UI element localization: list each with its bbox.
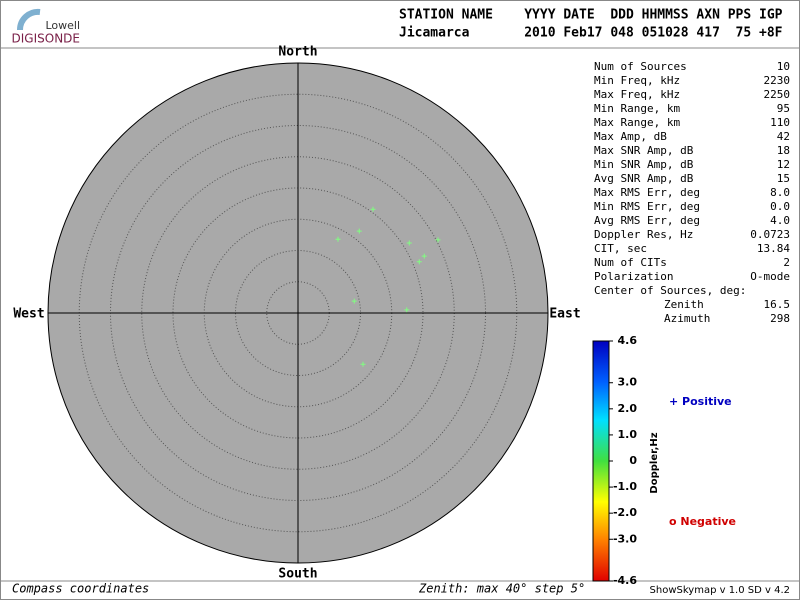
colorbar-tick-label: -4.6 — [613, 574, 637, 587]
stat-value: 0.0 — [770, 200, 790, 213]
stat-label: Max Range, km — [594, 116, 680, 129]
stat-value: 10 — [777, 60, 790, 73]
source-point — [421, 253, 427, 259]
stat-value: 2 — [783, 256, 790, 269]
colorbar-tick-label: 2.0 — [618, 402, 638, 415]
stat-value: 4.0 — [770, 214, 790, 227]
stat-label: Zenith — [664, 298, 704, 311]
source-point — [404, 307, 410, 313]
header-line: Jicamarca 2010 Feb17 048 051028 417 75 +… — [399, 26, 783, 41]
stat-label: CIT, sec — [594, 242, 647, 255]
stat-value: 0.0723 — [750, 228, 790, 241]
footer-right: ShowSkymap v 1.0 SD v 4.2 — [650, 585, 790, 596]
stat-value: 12 — [777, 158, 790, 171]
stat-label: Min RMS Err, deg — [594, 200, 700, 213]
stat-label: Avg RMS Err, deg — [594, 214, 700, 227]
logo-top: Lowell — [45, 19, 80, 32]
logo-swoosh — [16, 8, 41, 31]
source-point — [351, 298, 357, 304]
colorbar-tick-label: 4.6 — [618, 334, 638, 347]
stat-label: Max SNR Amp, dB — [594, 144, 694, 157]
source-point — [416, 259, 422, 265]
header-line: STATION NAME YYYY DATE DDD HHMMSS AXN PP… — [399, 8, 783, 23]
stat-value: 298 — [770, 312, 790, 325]
stat-label: Max Amp, dB — [594, 130, 667, 143]
south-label: South — [278, 567, 317, 582]
positive-legend: + Positive — [669, 395, 732, 408]
source-point — [435, 237, 441, 243]
stat-label: Max Freq, kHz — [594, 88, 680, 101]
source-point — [370, 206, 376, 212]
colorbar-tick-label: -3.0 — [613, 532, 637, 545]
stat-value: 42 — [777, 130, 790, 143]
stat-label: Center of Sources, deg: — [594, 284, 746, 297]
stat-label: Max RMS Err, deg — [594, 186, 700, 199]
stat-label: Min Freq, kHz — [594, 74, 680, 87]
negative-legend: o Negative — [669, 515, 736, 528]
source-point — [360, 361, 366, 367]
stat-value: 110 — [770, 116, 790, 129]
footer-left: Compass coordinates — [12, 582, 149, 596]
colorbar-tick-label: -1.0 — [613, 480, 637, 493]
stat-value: 13.84 — [757, 242, 790, 255]
source-point — [406, 240, 412, 246]
logo-bottom: DIGISONDE — [12, 32, 80, 46]
stat-label: Azimuth — [664, 312, 710, 325]
colorbar-tick-label: -2.0 — [613, 506, 637, 519]
stat-label: Polarization — [594, 270, 673, 283]
north-label: North — [278, 45, 317, 60]
source-point — [335, 236, 341, 242]
stat-value: 18 — [777, 144, 790, 157]
stat-value: 2230 — [764, 74, 791, 87]
east-label: East — [549, 307, 580, 322]
colorbar-tick-label: 1.0 — [618, 428, 638, 441]
footer-middle: Zenith: max 40° step 5° — [418, 582, 585, 596]
west-label: West — [13, 307, 44, 322]
stat-label: Min SNR Amp, dB — [594, 158, 694, 171]
stat-label: Avg SNR Amp, dB — [594, 172, 694, 185]
stat-label: Num of Sources — [594, 60, 687, 73]
colorbar-tick-label: 0 — [629, 454, 637, 467]
stat-value: 8.0 — [770, 186, 790, 199]
stat-value: O-mode — [750, 270, 790, 283]
colorbar-title: Doppler,Hz — [649, 432, 660, 493]
colorbar-tick-label: 3.0 — [618, 376, 638, 389]
stat-label: Doppler Res, Hz — [594, 228, 693, 241]
stat-label: Num of CITs — [594, 256, 667, 269]
stat-value: 95 — [777, 102, 790, 115]
stat-value: 15 — [777, 172, 790, 185]
source-point — [356, 228, 362, 234]
stat-value: 16.5 — [764, 298, 791, 311]
stat-value: 2250 — [764, 88, 791, 101]
stat-label: Min Range, km — [594, 102, 680, 115]
colorbar — [592, 340, 610, 582]
